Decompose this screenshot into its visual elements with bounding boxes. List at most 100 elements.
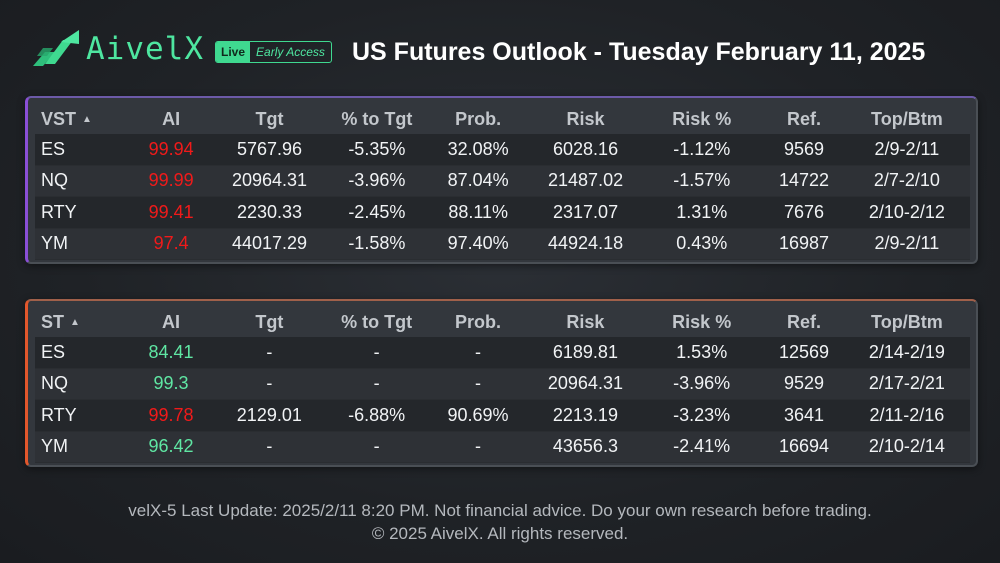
cell-target: 5767.96 — [209, 134, 330, 166]
cell-symbol: RTY — [35, 399, 133, 432]
col-ref: Ref. — [786, 108, 821, 129]
st-col-symbol[interactable]: ST ▲ — [41, 311, 80, 332]
cell-ref: 16694 — [764, 431, 844, 463]
cell-ai-score: 99.3 — [132, 368, 210, 400]
col-pct-to-tgt: % to Tgt — [341, 311, 413, 332]
cell-risk: 20964.31 — [531, 368, 640, 400]
cell-ref: 12569 — [764, 337, 844, 369]
cell-ref: 14722 — [764, 165, 844, 197]
vst-col-symbol[interactable]: VST ▲ — [41, 108, 92, 129]
cell-pct-to-target: -3.96% — [329, 165, 425, 197]
cell-risk-pct: -1.57% — [639, 165, 765, 197]
table-row: YM 97.4 44017.29 -1.58% 97.40% 44924.18 0.43% 1… — [35, 228, 970, 260]
cell-top-btm: 2/17-2/21 — [843, 368, 970, 400]
cell-pct-to-target: - — [328, 368, 425, 400]
early-access-label: Early Access — [256, 45, 325, 59]
table-row: RTY 99.78 2129.01 -6.88% 90.69% 2213.19 -3.23%… — [35, 399, 970, 432]
cell-probability: 88.11% — [424, 196, 532, 229]
col-tgt: Tgt — [255, 108, 284, 129]
cell-probability: 97.40% — [424, 228, 532, 260]
cell-ref: 3641 — [764, 399, 844, 432]
cell-risk-pct: -1.12% — [639, 134, 765, 166]
table-row: ES 84.41- - -6189.81 1.53% 12569 2/14-2/19 — [35, 337, 970, 369]
cell-probability: 87.04% — [424, 165, 532, 197]
cell-symbol: RTY — [35, 196, 133, 229]
st-header-row: ST ▲ AI Tgt % to Tgt Prob. Risk Risk % Re… — [35, 307, 970, 337]
cell-probability: - — [424, 337, 532, 369]
cell-top-btm: 2/10-2/12 — [843, 196, 970, 229]
sort-ascending-icon[interactable]: ▲ — [70, 316, 80, 328]
sort-ascending-icon[interactable]: ▲ — [82, 113, 92, 125]
col-prob: Prob. — [455, 108, 502, 129]
cell-top-btm: 2/14-2/19 — [843, 337, 970, 369]
cell-risk-pct: 0.43% — [639, 228, 765, 260]
col-top-btm: Top/Btm — [871, 311, 943, 332]
cell-target: 20964.31 — [209, 165, 330, 197]
cell-symbol: NQ — [35, 368, 133, 400]
cell-risk: 21487.02 — [531, 165, 640, 197]
cell-pct-to-target: -2.45% — [329, 196, 425, 229]
cell-risk-pct: 1.53% — [639, 337, 765, 369]
cell-probability: 90.69% — [424, 399, 532, 432]
cell-target: 2230.33 — [209, 196, 330, 229]
cell-ai-score: 96.42 — [132, 431, 210, 463]
st-table: ST ▲ AI Tgt % to Tgt Prob. Risk Risk % Re… — [35, 307, 970, 463]
live-badge: Live Early Access — [215, 41, 332, 63]
table-row: NQ 99.99 20964.31 -3.96% 87.04% 21487.02 -1.57… — [35, 165, 970, 197]
cell-pct-to-target: - — [328, 337, 425, 369]
cell-ai-score: 99.99 — [132, 165, 210, 197]
cell-symbol: NQ — [35, 165, 133, 197]
cell-ref: 16987 — [764, 228, 844, 260]
cell-symbol: YM — [35, 431, 133, 463]
vst-table: VST ▲ AI Tgt % to Tgt Prob. Risk Risk % R… — [35, 104, 970, 260]
cell-ai-score: 99.94 — [132, 134, 210, 166]
cell-risk-pct: -2.41% — [639, 431, 765, 463]
disclaimer: velX-5 Last Update: 2025/2/11 8:20 PM. N… — [128, 501, 872, 520]
cell-ref: 9529 — [764, 368, 844, 400]
col-prob: Prob. — [455, 311, 502, 332]
col-ref: Ref. — [786, 311, 821, 332]
st-panel: ST ▲ AI Tgt % to Tgt Prob. Risk Risk % Re… — [25, 299, 978, 467]
cell-risk: 44924.18 — [531, 228, 640, 260]
cell-symbol: ES — [35, 134, 133, 166]
col-risk-pct: Risk % — [672, 311, 732, 332]
col-ai: AI — [161, 311, 180, 332]
col-ai: AI — [162, 108, 181, 129]
cell-target: 44017.29 — [209, 228, 330, 260]
aivelx-logo-icon — [33, 30, 79, 66]
cell-pct-to-target: -1.58% — [329, 228, 425, 260]
col-risk: Risk — [566, 108, 605, 129]
cell-pct-to-target: -6.88% — [328, 399, 425, 432]
cell-ai-score: 99.78 — [132, 399, 210, 432]
cell-ai-score: 97.4 — [132, 228, 210, 260]
cell-risk: 6028.16 — [531, 134, 640, 166]
cell-risk-pct: -3.23% — [639, 399, 765, 432]
vst-header-row: VST ▲ AI Tgt % to Tgt Prob. Risk Risk % R… — [35, 104, 970, 134]
cell-target: - — [209, 368, 329, 400]
cell-ai-score: 84.41 — [132, 337, 210, 369]
col-top-btm: Top/Btm — [871, 108, 943, 129]
table-row: RTY 99.41 2230.33 -2.45% 88.11% 2317.07 1.31% 7… — [35, 196, 970, 229]
cell-top-btm: 2/7-2/10 — [843, 165, 970, 197]
cell-target: - — [209, 337, 329, 369]
cell-risk-pct: -3.96% — [639, 368, 765, 400]
cell-probability: - — [424, 368, 532, 400]
cell-symbol: ES — [35, 337, 133, 369]
table-row: YM 96.42- - -43656.3 -2.41% 16694 2/10-2/14 — [35, 431, 970, 463]
cell-top-btm: 2/11-2/16 — [843, 399, 970, 432]
cell-probability: 32.08% — [424, 134, 532, 166]
col-pct-to-tgt: % to Tgt — [341, 108, 413, 129]
table-row: NQ 99.3- - -20964.31 -3.96% 9529 2/17-2/21 — [35, 368, 970, 400]
cell-ai-score: 99.41 — [132, 196, 210, 229]
cell-pct-to-target: - — [328, 431, 425, 463]
col-tgt: Tgt — [255, 311, 284, 332]
live-label: Live — [216, 42, 251, 62]
brand-name: AivelX — [86, 31, 204, 67]
cell-ref: 9569 — [764, 134, 844, 166]
copyright: © 2025 AivelX. All rights reserved. — [371, 524, 629, 543]
cell-target: - — [209, 431, 329, 463]
vst-panel: VST ▲ AI Tgt % to Tgt Prob. Risk Risk % R… — [25, 96, 978, 264]
header: AivelX Live Early Access US Futures Outl… — [0, 0, 1000, 95]
cell-pct-to-target: -5.35% — [329, 134, 425, 166]
cell-risk: 2213.19 — [531, 399, 640, 432]
